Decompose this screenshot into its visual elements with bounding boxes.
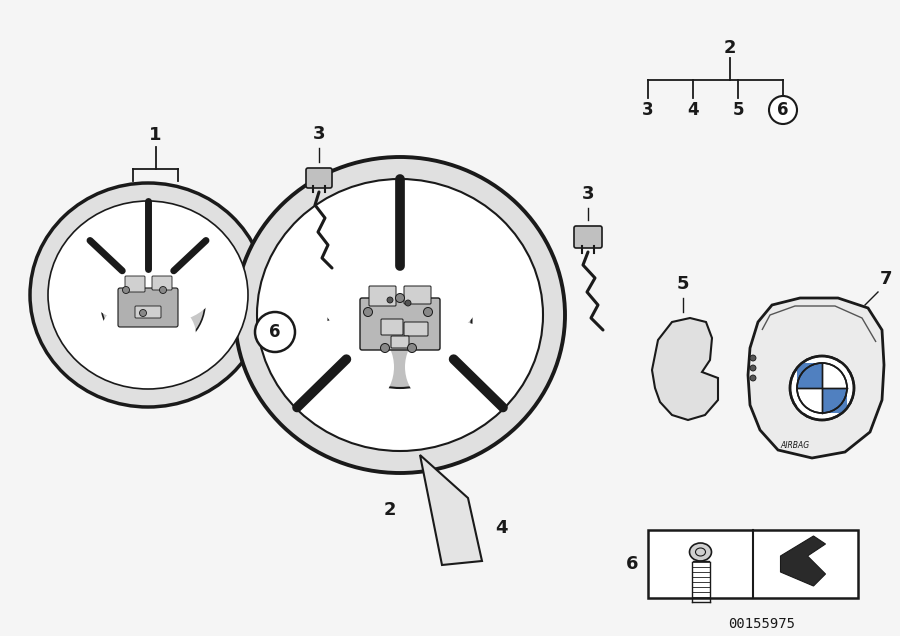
Ellipse shape: [257, 179, 543, 451]
Ellipse shape: [235, 157, 565, 473]
PathPatch shape: [797, 363, 822, 388]
FancyBboxPatch shape: [574, 226, 602, 248]
Ellipse shape: [113, 218, 223, 322]
FancyBboxPatch shape: [381, 319, 403, 335]
Text: 00155975: 00155975: [728, 617, 796, 631]
Ellipse shape: [101, 254, 205, 352]
FancyBboxPatch shape: [152, 276, 172, 290]
Circle shape: [395, 293, 404, 303]
FancyBboxPatch shape: [125, 276, 145, 292]
FancyBboxPatch shape: [118, 288, 178, 327]
Circle shape: [790, 356, 854, 420]
Circle shape: [381, 343, 390, 352]
Text: 2: 2: [383, 501, 396, 519]
Polygon shape: [780, 536, 825, 586]
Text: 6: 6: [778, 101, 788, 119]
Text: AIRBAG: AIRBAG: [780, 441, 810, 450]
Circle shape: [405, 300, 411, 306]
FancyBboxPatch shape: [369, 286, 396, 306]
Ellipse shape: [328, 252, 472, 388]
Circle shape: [750, 355, 756, 361]
FancyBboxPatch shape: [404, 322, 428, 336]
Text: 2: 2: [724, 39, 736, 57]
Text: 4: 4: [495, 519, 508, 537]
Text: 6: 6: [626, 555, 638, 573]
Ellipse shape: [290, 319, 394, 415]
FancyBboxPatch shape: [135, 306, 161, 318]
Polygon shape: [420, 455, 482, 565]
PathPatch shape: [822, 363, 847, 388]
PathPatch shape: [748, 298, 884, 458]
Text: 5: 5: [677, 275, 689, 293]
Ellipse shape: [80, 230, 176, 320]
Text: 5: 5: [733, 101, 743, 119]
PathPatch shape: [652, 318, 718, 420]
Circle shape: [750, 365, 756, 371]
Text: 4: 4: [688, 101, 698, 119]
Circle shape: [387, 297, 393, 303]
Ellipse shape: [312, 205, 488, 349]
FancyBboxPatch shape: [306, 168, 332, 188]
Circle shape: [424, 307, 433, 317]
Text: 6: 6: [269, 323, 281, 341]
Text: 7: 7: [880, 270, 893, 288]
Circle shape: [750, 375, 756, 381]
Ellipse shape: [48, 201, 248, 389]
Text: 1: 1: [149, 126, 162, 144]
Ellipse shape: [30, 183, 266, 407]
Ellipse shape: [100, 297, 196, 373]
Circle shape: [769, 96, 797, 124]
Circle shape: [364, 307, 373, 317]
Text: 3: 3: [581, 185, 594, 203]
Ellipse shape: [405, 321, 505, 413]
Text: 3: 3: [313, 125, 325, 143]
Circle shape: [122, 286, 130, 293]
Circle shape: [140, 310, 147, 317]
Ellipse shape: [689, 543, 712, 561]
Circle shape: [159, 286, 166, 293]
Bar: [648, 530, 858, 598]
PathPatch shape: [822, 388, 847, 413]
FancyBboxPatch shape: [391, 336, 409, 348]
FancyBboxPatch shape: [360, 298, 440, 350]
FancyBboxPatch shape: [404, 286, 431, 304]
Circle shape: [255, 312, 295, 352]
PathPatch shape: [797, 388, 822, 413]
Text: 3: 3: [643, 101, 653, 119]
Circle shape: [408, 343, 417, 352]
